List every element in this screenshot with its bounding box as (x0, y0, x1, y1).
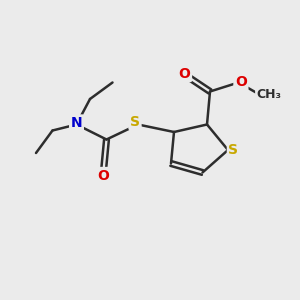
Text: O: O (235, 76, 247, 89)
Text: CH₃: CH₃ (256, 88, 282, 101)
Text: N: N (71, 116, 82, 130)
Text: O: O (98, 169, 110, 182)
Text: S: S (130, 115, 140, 128)
Text: O: O (178, 67, 190, 80)
Text: S: S (228, 143, 239, 157)
